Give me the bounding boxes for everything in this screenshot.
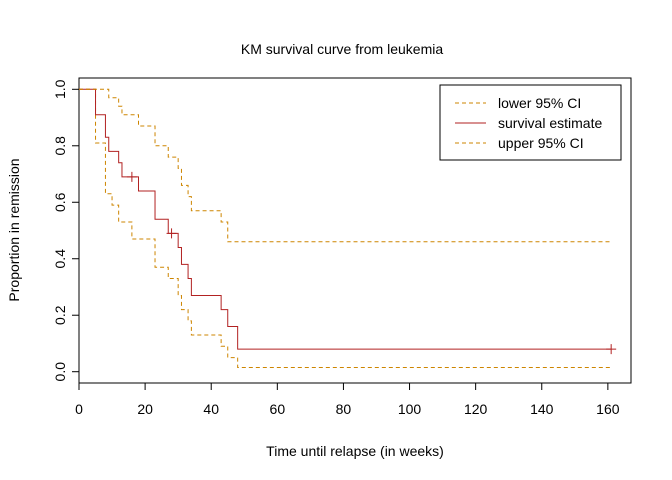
censor-mark <box>606 344 617 355</box>
y-axis-label: Proportion in remission <box>6 158 22 301</box>
censor-mark <box>166 228 177 239</box>
x-axis: 0 20 40 60 80 100 120 140 160 <box>75 382 620 417</box>
legend-label-lower-95-ci: lower 95% CI <box>498 95 581 111</box>
x-tick-label: 80 <box>336 401 352 417</box>
x-tick-label: 120 <box>464 401 488 417</box>
legend-label-survival-estimate: survival estimate <box>498 115 602 131</box>
y-tick-label: 1.0 <box>52 79 68 99</box>
x-tick-label: 140 <box>530 401 554 417</box>
y-tick-label: 0.2 <box>52 305 68 325</box>
y-tick-label: 0.6 <box>52 192 68 212</box>
series-layer <box>79 88 617 368</box>
series-lower-95-ci <box>79 88 612 368</box>
series-upper-95-ci <box>79 88 612 243</box>
y-tick-label: 0.0 <box>52 362 68 382</box>
x-axis-label: Time until relapse (in weeks) <box>266 443 444 459</box>
y-tick-label: 0.4 <box>52 249 68 269</box>
legend-box <box>439 84 622 161</box>
censor-mark <box>126 171 137 182</box>
legend: lower 95% CI survival estimate upper 95% C… <box>439 84 622 161</box>
legend-label-upper-95-ci: upper 95% CI <box>498 135 584 151</box>
x-tick-label: 0 <box>75 401 83 417</box>
y-axis: 0.0 0.2 0.4 0.6 0.8 1.0 <box>52 79 80 382</box>
y-tick-label: 0.8 <box>52 136 68 156</box>
x-tick-label: 60 <box>270 401 286 417</box>
x-tick-label: 100 <box>398 401 422 417</box>
x-tick-label: 20 <box>137 401 153 417</box>
chart-title: KM survival curve from leukemia <box>241 41 443 57</box>
x-tick-label: 40 <box>203 401 219 417</box>
x-tick-label: 160 <box>596 401 620 417</box>
series-survival-estimate <box>79 88 612 350</box>
